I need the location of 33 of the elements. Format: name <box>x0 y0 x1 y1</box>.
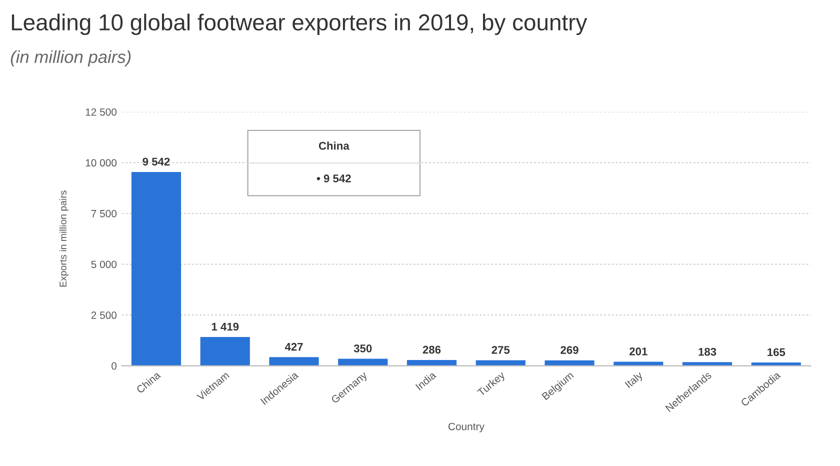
y-tick-label: 10 000 <box>86 159 117 167</box>
data-label: 427 <box>284 342 303 351</box>
data-label: 269 <box>560 346 578 354</box>
bar <box>476 360 526 366</box>
y-tick-label: 0 <box>112 362 117 370</box>
x-tick-label: Italy <box>624 370 645 390</box>
data-label: 286 <box>422 346 441 354</box>
bar <box>131 172 182 366</box>
y-tick-label: 12 500 <box>86 108 117 116</box>
annotation: • 9 542 <box>316 174 351 182</box>
y-tick-label: 5 000 <box>91 260 117 268</box>
y-axis-title: Exports in million pairs <box>59 190 68 287</box>
data-label: 275 <box>492 346 510 354</box>
bar <box>544 360 594 366</box>
y-tick-label: 7 500 <box>91 210 117 218</box>
bar <box>269 357 319 366</box>
annotation: China <box>318 142 350 150</box>
data-label: 1 419 <box>212 322 239 331</box>
x-tick-label: India <box>415 370 437 390</box>
chart-title: Leading 10 global footwear exporters in 2019, by country <box>12 14 588 36</box>
chart-subtitle: (in million pairs) <box>10 50 131 67</box>
data-label: 9 542 <box>142 158 170 166</box>
bar <box>406 360 457 366</box>
data-label: 183 <box>698 348 716 356</box>
bar <box>338 358 388 366</box>
x-axis-title: Country <box>448 422 484 432</box>
y-tick-label: 2 500 <box>91 312 117 319</box>
bar <box>682 362 732 366</box>
data-label: 201 <box>630 347 648 356</box>
bar <box>614 362 664 366</box>
bar <box>200 336 250 366</box>
data-label: 350 <box>354 344 372 352</box>
data-label: 165 <box>768 348 786 356</box>
